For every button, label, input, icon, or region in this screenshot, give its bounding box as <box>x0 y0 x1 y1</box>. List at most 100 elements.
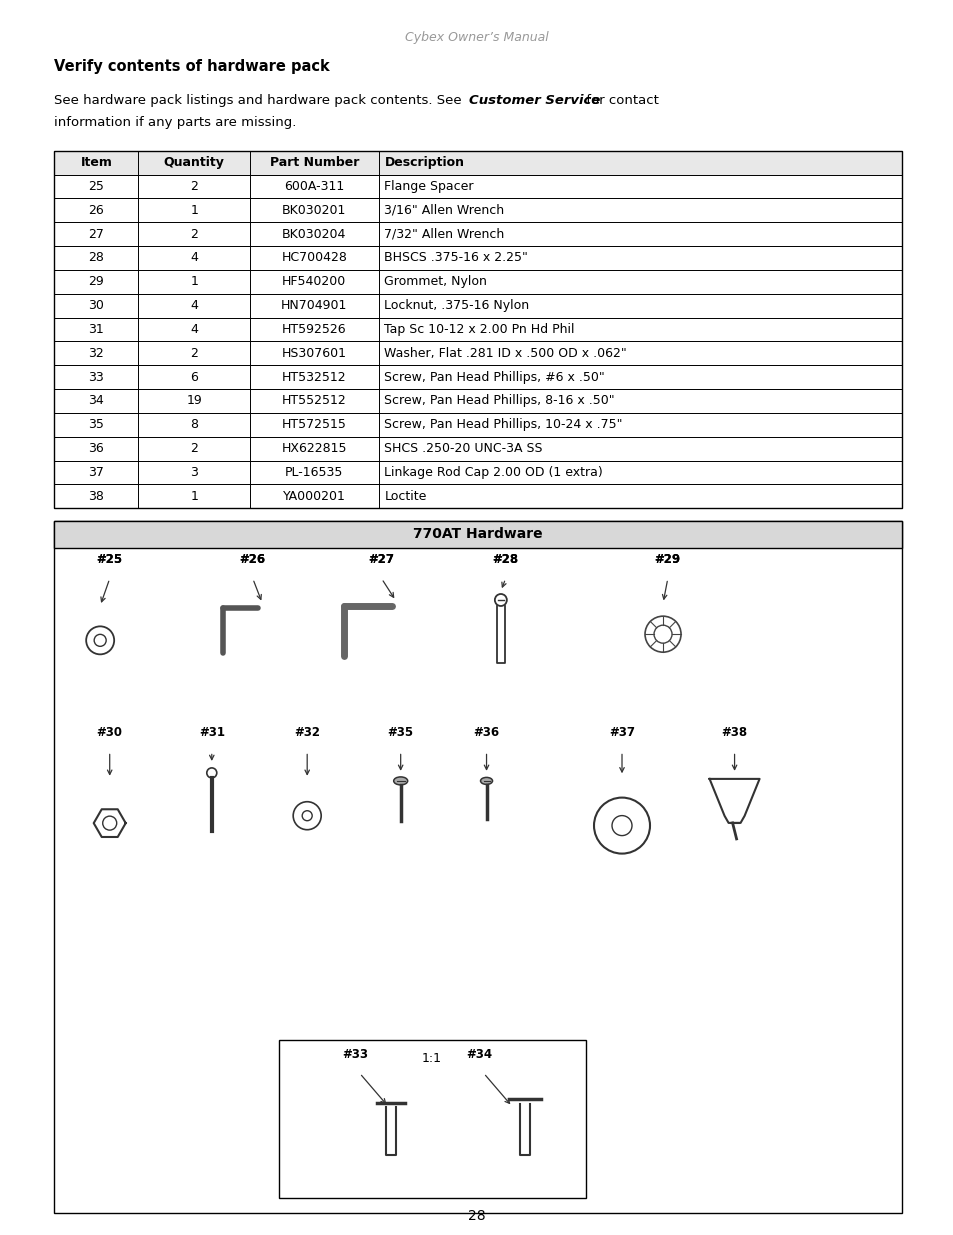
Text: 30: 30 <box>89 299 104 312</box>
Text: #29: #29 <box>654 553 680 566</box>
Text: YA000201: YA000201 <box>283 490 345 503</box>
Text: Cybex Owner’s Manual: Cybex Owner’s Manual <box>405 31 548 44</box>
Text: 6: 6 <box>190 370 198 384</box>
Text: 4: 4 <box>190 299 198 312</box>
Text: 4: 4 <box>190 252 198 264</box>
Text: Loctite: Loctite <box>384 490 426 503</box>
Ellipse shape <box>480 777 492 784</box>
Text: HT532512: HT532512 <box>282 370 346 384</box>
Text: 7/32" Allen Wrench: 7/32" Allen Wrench <box>384 227 504 241</box>
Text: 770AT Hardware: 770AT Hardware <box>413 527 542 541</box>
Text: Screw, Pan Head Phillips, 8-16 x .50": Screw, Pan Head Phillips, 8-16 x .50" <box>384 394 615 408</box>
Text: HC700428: HC700428 <box>281 252 347 264</box>
Text: Description: Description <box>384 156 464 169</box>
Bar <box>54 317 901 341</box>
Text: #37: #37 <box>608 726 635 739</box>
Text: #33: #33 <box>341 1047 368 1061</box>
Text: Screw, Pan Head Phillips, #6 x .50": Screw, Pan Head Phillips, #6 x .50" <box>384 370 604 384</box>
Text: Flange Spacer: Flange Spacer <box>384 180 474 193</box>
Text: 31: 31 <box>89 322 104 336</box>
Bar <box>54 461 901 484</box>
Text: SHCS .250-20 UNC-3A SS: SHCS .250-20 UNC-3A SS <box>384 442 542 456</box>
Text: 3/16" Allen Wrench: 3/16" Allen Wrench <box>384 204 504 217</box>
Text: HT552512: HT552512 <box>282 394 346 408</box>
Text: #26: #26 <box>239 553 266 566</box>
Text: Item: Item <box>80 156 112 169</box>
Text: #27: #27 <box>368 553 395 566</box>
Text: HT572515: HT572515 <box>281 419 347 431</box>
Text: 32: 32 <box>89 347 104 359</box>
Bar <box>54 389 901 412</box>
Text: HS307601: HS307601 <box>281 347 347 359</box>
Bar <box>54 521 901 548</box>
Bar <box>278 1040 585 1198</box>
Text: Screw, Pan Head Phillips, 10-24 x .75": Screw, Pan Head Phillips, 10-24 x .75" <box>384 419 622 431</box>
Ellipse shape <box>394 777 407 785</box>
Text: HN704901: HN704901 <box>281 299 347 312</box>
Text: 1: 1 <box>190 204 198 217</box>
Bar <box>54 270 901 294</box>
Text: #27: #27 <box>368 553 395 566</box>
Text: Quantity: Quantity <box>164 156 224 169</box>
Text: BHSCS .375-16 x 2.25": BHSCS .375-16 x 2.25" <box>384 252 528 264</box>
Text: 1:1: 1:1 <box>422 1052 441 1066</box>
Text: #28: #28 <box>492 553 518 566</box>
Text: PL-16535: PL-16535 <box>285 466 343 479</box>
Text: #35: #35 <box>387 726 414 739</box>
Bar <box>54 341 901 366</box>
Bar <box>54 484 901 509</box>
Text: 36: 36 <box>89 442 104 456</box>
Text: 28: 28 <box>89 252 104 264</box>
Text: #26: #26 <box>239 553 266 566</box>
Bar <box>54 521 901 1213</box>
Text: 26: 26 <box>89 204 104 217</box>
Text: Customer Service: Customer Service <box>469 94 600 107</box>
Bar <box>54 174 901 199</box>
Text: #29: #29 <box>654 553 680 566</box>
Text: 29: 29 <box>89 275 104 288</box>
Text: #30: #30 <box>96 726 123 739</box>
Text: 37: 37 <box>89 466 104 479</box>
Text: 1: 1 <box>190 490 198 503</box>
Text: 25: 25 <box>89 180 104 193</box>
Bar <box>54 246 901 270</box>
Text: 19: 19 <box>186 394 202 408</box>
Text: Locknut, .375-16 Nylon: Locknut, .375-16 Nylon <box>384 299 529 312</box>
Text: #25: #25 <box>96 553 123 566</box>
Bar <box>54 199 901 222</box>
Text: 28: 28 <box>468 1209 485 1223</box>
Bar <box>54 294 901 317</box>
Text: 2: 2 <box>190 442 198 456</box>
Text: #25: #25 <box>96 553 123 566</box>
Text: #28: #28 <box>492 553 518 566</box>
Text: Washer, Flat .281 ID x .500 OD x .062": Washer, Flat .281 ID x .500 OD x .062" <box>384 347 626 359</box>
Bar <box>54 366 901 389</box>
Bar <box>54 222 901 246</box>
Text: HF540200: HF540200 <box>282 275 346 288</box>
Text: 35: 35 <box>89 419 104 431</box>
Text: 8: 8 <box>190 419 198 431</box>
Text: Tap Sc 10-12 x 2.00 Pn Hd Phil: Tap Sc 10-12 x 2.00 Pn Hd Phil <box>384 322 575 336</box>
Text: HT592526: HT592526 <box>282 322 346 336</box>
Text: #36: #36 <box>473 726 499 739</box>
Bar <box>54 151 901 509</box>
Text: #31: #31 <box>198 726 225 739</box>
Text: BK030201: BK030201 <box>282 204 346 217</box>
Text: 2: 2 <box>190 180 198 193</box>
Text: information if any parts are missing.: information if any parts are missing. <box>54 116 296 130</box>
Text: See hardware pack listings and hardware pack contents. See: See hardware pack listings and hardware … <box>54 94 466 107</box>
Text: 4: 4 <box>190 322 198 336</box>
Text: 3: 3 <box>190 466 198 479</box>
Text: 38: 38 <box>89 490 104 503</box>
Text: 34: 34 <box>89 394 104 408</box>
Text: 600A-311: 600A-311 <box>284 180 344 193</box>
Text: Linkage Rod Cap 2.00 OD (1 extra): Linkage Rod Cap 2.00 OD (1 extra) <box>384 466 602 479</box>
Text: 33: 33 <box>89 370 104 384</box>
Text: Verify contents of hardware pack: Verify contents of hardware pack <box>54 59 330 74</box>
Text: HX622815: HX622815 <box>281 442 347 456</box>
Text: for contact: for contact <box>581 94 659 107</box>
Text: 1: 1 <box>190 275 198 288</box>
Text: #34: #34 <box>465 1047 492 1061</box>
Text: #32: #32 <box>294 726 320 739</box>
Text: 27: 27 <box>89 227 104 241</box>
